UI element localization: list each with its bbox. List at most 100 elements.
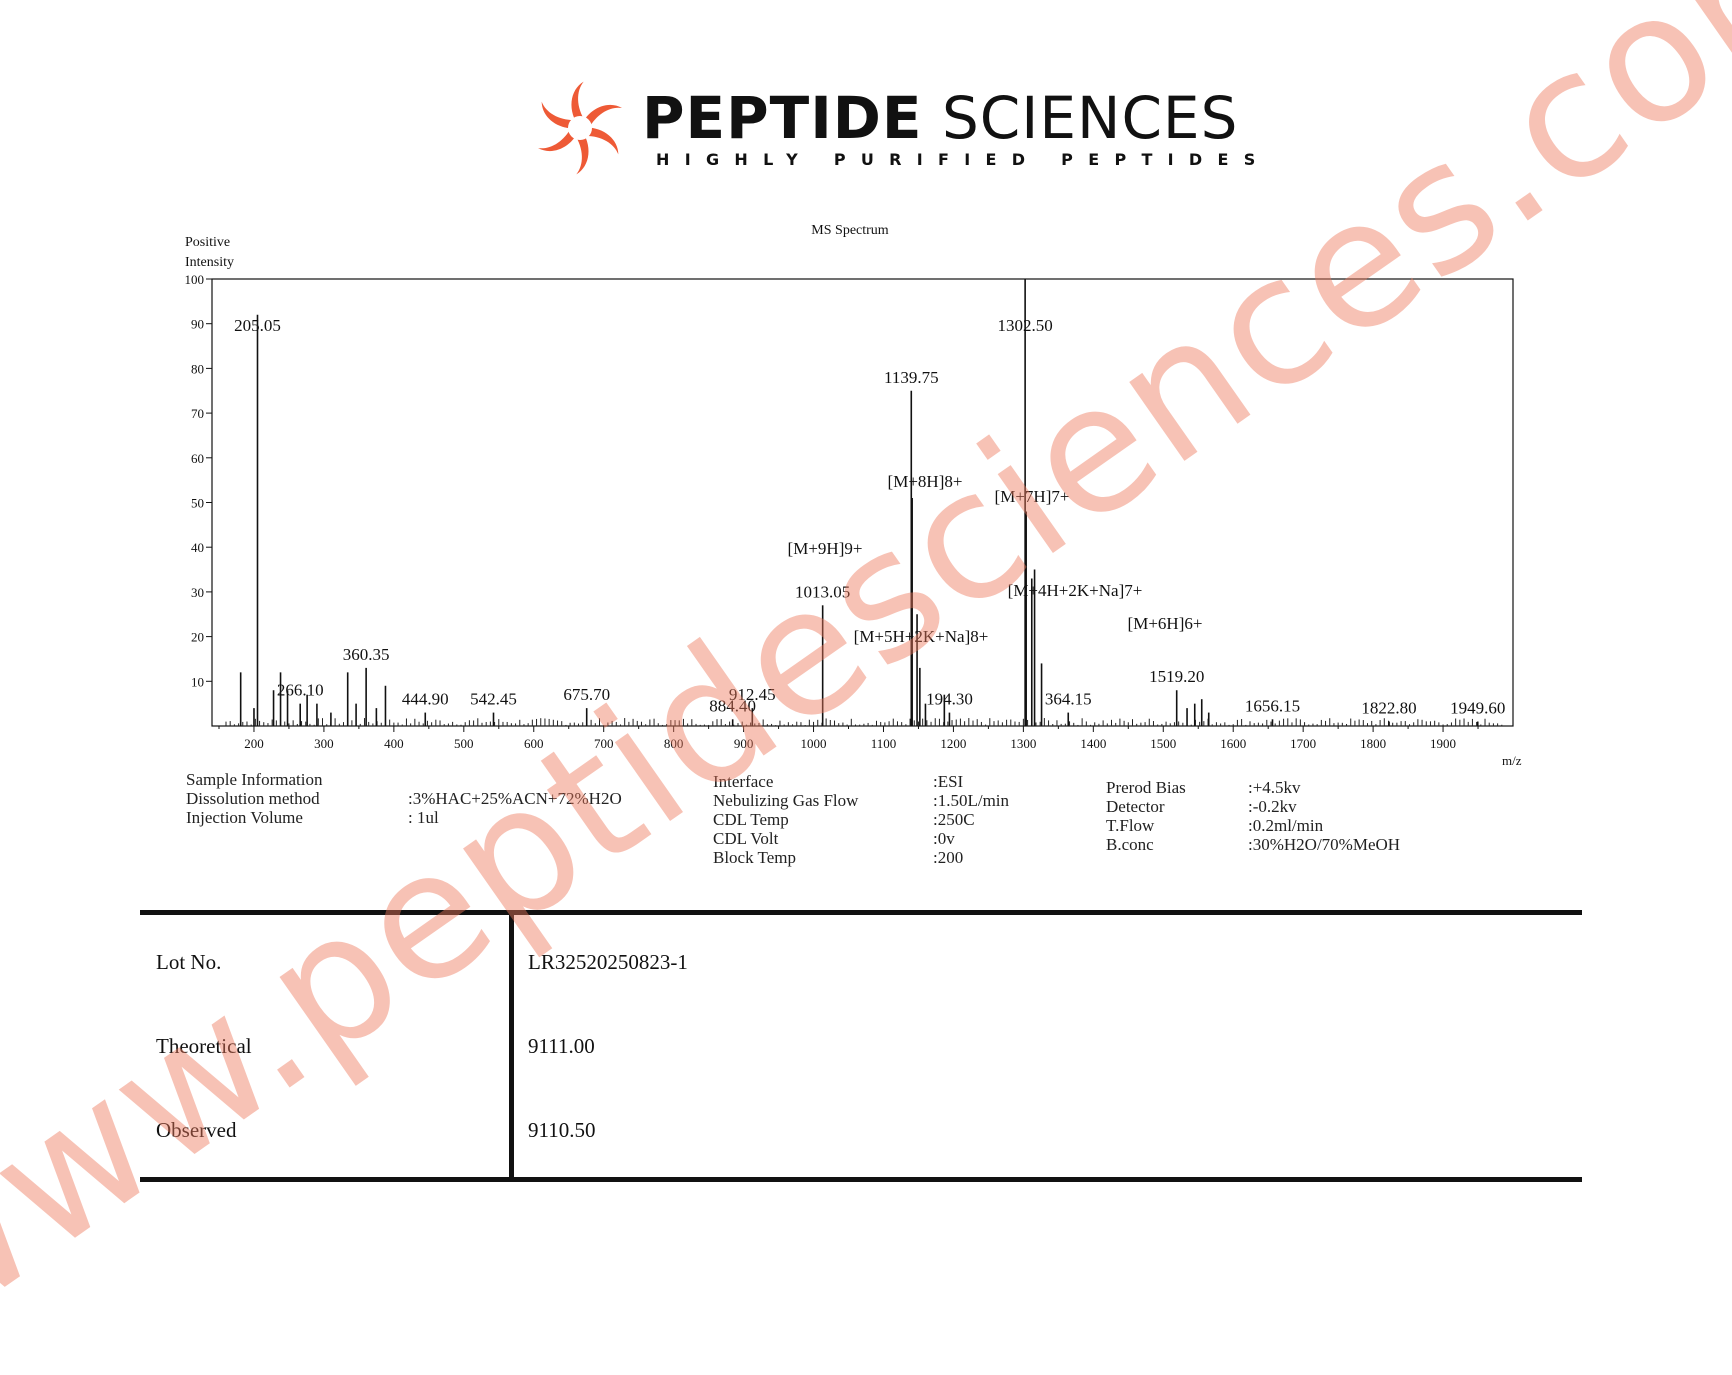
- sample-info-value: : 1ul: [408, 808, 439, 827]
- instrument-info-row: CDL Volt :0v: [713, 829, 1009, 848]
- detector-info-row: T.Flow:0.2ml/min: [1106, 816, 1400, 835]
- instrument-info-row: Block Temp :200: [713, 848, 1009, 867]
- instrument-info-label: Block Temp: [713, 848, 797, 867]
- detector-info-label: T.Flow: [1106, 816, 1155, 835]
- peak-label: 1302.50: [998, 316, 1053, 335]
- sample-info-row: Dissolution method :3%HAC+25%ACN+72%H2O: [186, 789, 622, 808]
- y-tick-label: 100: [185, 272, 205, 287]
- detector-info-label: Detector: [1106, 797, 1165, 816]
- x-tick-label: 1800: [1360, 736, 1386, 751]
- ion-annotation: [M+7H]7+: [995, 487, 1070, 506]
- table-divider: [509, 915, 514, 1177]
- instrument-info-block: Interface :ESI Nebulizing Gas Flow :1.50L/m…: [713, 772, 1009, 867]
- y-tick-label: 60: [191, 451, 204, 466]
- peak-label: 1656.15: [1245, 696, 1300, 715]
- peak-label: 266.10: [277, 681, 324, 700]
- table-row: Observed 9110.50: [140, 1083, 1582, 1167]
- peak-label: 1519.20: [1149, 667, 1204, 686]
- detector-info-row: B.conc :30%H2O/70%MeOH: [1106, 835, 1400, 854]
- detector-info-value: :30%H2O/70%MeOH: [1248, 835, 1401, 854]
- peak-label: 1822.80: [1361, 699, 1416, 718]
- x-tick-label: 500: [454, 736, 474, 751]
- x-tick-label: 1100: [871, 736, 897, 751]
- lot-label: Lot No.: [156, 950, 222, 974]
- y-tick-label: 90: [191, 317, 204, 332]
- observed-value: 9110.50: [528, 1118, 596, 1142]
- x-tick-label: 200: [244, 736, 264, 751]
- lot-value: LR32520250823-1: [528, 950, 688, 974]
- brand-tagline: HIGHLY PURIFIED PEPTIDES: [656, 150, 1271, 169]
- theoretical-value: 9111.00: [528, 1034, 595, 1058]
- instrument-info-label: CDL Temp: [713, 810, 789, 829]
- table-row: Theoretical 9111.00: [140, 999, 1582, 1083]
- peptide-sciences-logo-icon: [538, 81, 622, 175]
- ion-annotation: [M+8H]8+: [888, 472, 963, 491]
- instrument-info-label: Nebulizing Gas Flow: [713, 791, 859, 810]
- brand-name-bold: PEPTIDE: [642, 84, 923, 152]
- instrument-info-value: :1.50L/min: [933, 791, 1010, 810]
- peak-label: 542.45: [470, 690, 517, 709]
- peak-label: 444.90: [402, 690, 449, 709]
- instrument-info-value: :200: [933, 848, 964, 867]
- x-tick-label: 1000: [801, 736, 827, 751]
- x-tick-label: 600: [524, 736, 544, 751]
- peak-label: 675.70: [563, 685, 610, 704]
- instrument-info-value: :250C: [933, 810, 975, 829]
- sample-info-value: :3%HAC+25%ACN+72%H2O: [408, 789, 622, 808]
- detector-info-row: Prerod Bias:+4.5kv: [1106, 778, 1400, 797]
- brand-name: PEPTIDE SCIENCES: [642, 84, 1238, 152]
- x-tick-label: 1400: [1080, 736, 1106, 751]
- y-tick-label: 30: [191, 585, 204, 600]
- peak-label: 1013.05: [795, 582, 850, 601]
- y-tick-label: 10: [191, 674, 204, 689]
- brand-logo: PEPTIDE SCIENCES HIGHLY PURIFIED PEPTIDE…: [530, 78, 1255, 178]
- table-row: Lot No. LR32520250823-1: [140, 915, 1582, 999]
- observed-label: Observed: [156, 1118, 237, 1142]
- detector-info-row: Detector :-0.2kv: [1106, 797, 1400, 816]
- x-axis-label: m/z: [1502, 753, 1522, 768]
- detector-info-value: :-0.2kv: [1248, 797, 1297, 816]
- instrument-info-value: :ESI: [933, 772, 964, 791]
- instrument-info-value: :0v: [933, 829, 955, 848]
- x-tick-label: 1600: [1220, 736, 1246, 751]
- x-tick-label: 400: [384, 736, 404, 751]
- x-tick-label: 1300: [1010, 736, 1036, 751]
- y-tick-label: 50: [191, 496, 204, 511]
- y-tick-label: 20: [191, 630, 204, 645]
- instrument-info-label: Interface: [713, 772, 774, 791]
- detector-info-block: Prerod Bias:+4.5kv Detector:-0.2kv T.Flow:…: [1106, 778, 1400, 854]
- x-tick-label: 800: [664, 736, 684, 751]
- ms-spectrum-chart: MS Spectrum Positive Intensity m/z 10 20 30 40 5…: [0, 200, 1732, 770]
- ion-annotation: [M+5H+2K+Na]8+: [854, 627, 989, 646]
- sample-info-block: Sample Information Dissolution method :3%…: [186, 770, 622, 827]
- sample-info-label: Injection Volume: [186, 808, 303, 827]
- instrument-info-row: CDL Temp :250C: [713, 810, 1009, 829]
- y-axis-label: Intensity: [185, 255, 234, 270]
- peak-label: 205.05: [234, 316, 281, 335]
- ion-annotation: [M+9H]9+: [788, 539, 863, 558]
- y-tick-label: 70: [191, 406, 204, 421]
- instrument-info-row: Interface :ESI: [713, 772, 1009, 791]
- sample-info-label: Dissolution method: [186, 789, 320, 808]
- brand-name-light: SCIENCES: [941, 84, 1239, 152]
- ms-spectrum-svg: MS Spectrum Positive Intensity m/z 10 20 30 40 5…: [185, 223, 1522, 768]
- detector-info-label: B.conc: [1106, 835, 1154, 854]
- y-tick-label: 40: [191, 540, 204, 555]
- x-tick-label: 300: [314, 736, 334, 751]
- detector-info-label: Prerod Bias: [1106, 778, 1186, 797]
- x-tick-label: 1200: [940, 736, 966, 751]
- peak-label: 364.15: [1045, 690, 1092, 709]
- peak-label: 1949.60: [1450, 699, 1505, 718]
- sample-info-row: Injection Volume : 1ul: [186, 808, 622, 827]
- y-axis-label: Positive: [185, 235, 230, 250]
- ion-annotation: [M+6H]6+: [1128, 614, 1203, 633]
- chart-title: MS Spectrum: [811, 223, 889, 238]
- logo-center: [568, 116, 592, 140]
- peak-label: 884.40: [709, 696, 756, 715]
- sample-info-heading: Sample Information: [186, 770, 323, 789]
- peak-label: 360.35: [343, 645, 390, 664]
- x-tick-label: 1500: [1150, 736, 1176, 751]
- x-tick-label: 1900: [1430, 736, 1456, 751]
- x-tick-label: 1700: [1290, 736, 1316, 751]
- instrument-info-label: CDL Volt: [713, 829, 779, 848]
